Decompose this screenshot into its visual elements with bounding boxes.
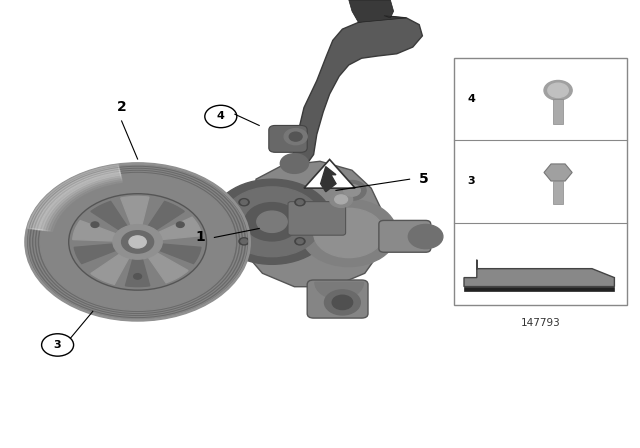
Wedge shape: [30, 167, 121, 230]
FancyBboxPatch shape: [288, 202, 346, 235]
Circle shape: [177, 222, 184, 228]
Circle shape: [26, 164, 250, 320]
Circle shape: [338, 181, 366, 200]
Polygon shape: [291, 16, 422, 164]
Text: 3: 3: [54, 340, 61, 350]
Wedge shape: [159, 244, 201, 263]
Wedge shape: [91, 253, 129, 284]
Circle shape: [239, 238, 249, 245]
Circle shape: [239, 198, 249, 206]
Circle shape: [544, 81, 572, 100]
Circle shape: [408, 224, 443, 249]
Wedge shape: [74, 244, 116, 263]
Circle shape: [297, 200, 303, 204]
Circle shape: [295, 238, 305, 245]
Circle shape: [244, 202, 300, 241]
Circle shape: [257, 211, 287, 233]
Wedge shape: [91, 202, 127, 230]
Circle shape: [284, 129, 307, 145]
Circle shape: [241, 239, 247, 244]
Wedge shape: [315, 282, 364, 299]
Circle shape: [33, 168, 243, 315]
Text: 147793: 147793: [521, 318, 561, 327]
Wedge shape: [35, 170, 122, 231]
FancyBboxPatch shape: [553, 99, 563, 124]
Polygon shape: [304, 159, 355, 188]
Circle shape: [222, 187, 322, 257]
Circle shape: [332, 295, 353, 310]
Wedge shape: [148, 202, 184, 230]
Circle shape: [324, 290, 360, 315]
Text: 1: 1: [195, 230, 205, 245]
Circle shape: [28, 165, 247, 319]
Circle shape: [241, 200, 247, 204]
Circle shape: [330, 191, 353, 207]
FancyBboxPatch shape: [307, 280, 368, 318]
Circle shape: [301, 199, 397, 267]
Circle shape: [28, 165, 248, 319]
Circle shape: [34, 169, 241, 314]
Circle shape: [335, 195, 348, 204]
Circle shape: [289, 132, 302, 141]
Circle shape: [30, 167, 245, 317]
Circle shape: [548, 83, 568, 98]
Polygon shape: [464, 260, 614, 287]
Wedge shape: [121, 197, 149, 227]
Polygon shape: [321, 167, 336, 192]
Circle shape: [91, 222, 99, 228]
Circle shape: [38, 172, 237, 311]
Circle shape: [134, 274, 141, 279]
Circle shape: [70, 195, 205, 289]
Circle shape: [122, 231, 154, 253]
Circle shape: [27, 164, 248, 319]
Circle shape: [295, 198, 305, 206]
Circle shape: [37, 172, 238, 312]
Polygon shape: [349, 0, 406, 22]
Wedge shape: [156, 217, 202, 240]
Circle shape: [129, 236, 146, 248]
Wedge shape: [28, 165, 120, 230]
Circle shape: [40, 173, 236, 310]
Wedge shape: [33, 168, 121, 230]
Text: 2: 2: [116, 100, 127, 114]
Polygon shape: [243, 161, 384, 287]
Circle shape: [280, 154, 308, 173]
Circle shape: [297, 239, 303, 244]
Polygon shape: [464, 287, 614, 291]
Wedge shape: [73, 220, 118, 241]
Text: 4: 4: [467, 95, 475, 104]
Wedge shape: [37, 172, 122, 231]
Circle shape: [344, 185, 360, 196]
Wedge shape: [147, 252, 188, 283]
Text: 5: 5: [419, 172, 429, 186]
FancyBboxPatch shape: [379, 220, 431, 252]
FancyBboxPatch shape: [553, 181, 563, 204]
Circle shape: [113, 225, 163, 259]
Circle shape: [314, 208, 384, 258]
Wedge shape: [125, 259, 150, 287]
Circle shape: [36, 171, 239, 313]
Text: 4: 4: [217, 112, 225, 121]
FancyBboxPatch shape: [269, 125, 307, 152]
Polygon shape: [544, 164, 572, 181]
Circle shape: [211, 179, 333, 264]
Circle shape: [31, 168, 244, 316]
Text: 3: 3: [467, 177, 475, 186]
